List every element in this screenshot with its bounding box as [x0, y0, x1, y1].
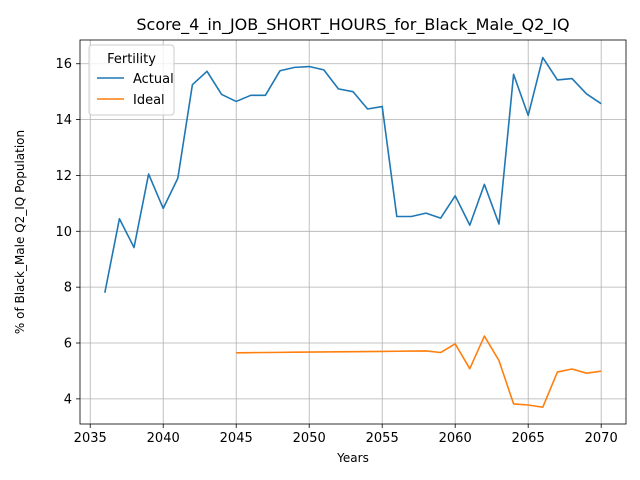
x-tick-label: 2070 [585, 431, 618, 446]
x-tick-label: 2050 [293, 431, 326, 446]
tick-layer: 2035 2040 2045 2050 2055 2060 2065 2070 4 6 8 10 12 1… [55, 57, 617, 446]
series-line-ideal [236, 336, 601, 407]
y-axis-label: % of Black_Male Q2_IQ Population [13, 130, 27, 334]
y-tick-label: 14 [55, 113, 72, 128]
y-tick-label: 12 [55, 169, 72, 184]
x-axis-label: Years [336, 451, 369, 465]
y-tick-label: 10 [55, 225, 72, 240]
legend-label-actual: Actual [133, 72, 174, 87]
y-tick-label: 8 [64, 281, 72, 296]
x-tick-label: 2065 [512, 431, 545, 446]
x-tick-label: 2045 [220, 431, 253, 446]
y-tick-label: 16 [55, 57, 72, 72]
legend: Fertility Actual Ideal [89, 45, 174, 115]
x-tick-label: 2060 [439, 431, 472, 446]
legend-label-ideal: Ideal [133, 93, 165, 108]
x-tick-label: 2055 [366, 431, 399, 446]
legend-title: Fertility [107, 52, 156, 67]
y-tick-label: 4 [64, 392, 72, 407]
x-tick-label: 2040 [147, 431, 180, 446]
series-layer [105, 58, 601, 408]
chart-title: Score_4_in_JOB_SHORT_HOURS_for_Black_Mal… [136, 15, 569, 35]
y-tick-label: 6 [64, 337, 72, 352]
x-tick-label: 2035 [74, 431, 107, 446]
